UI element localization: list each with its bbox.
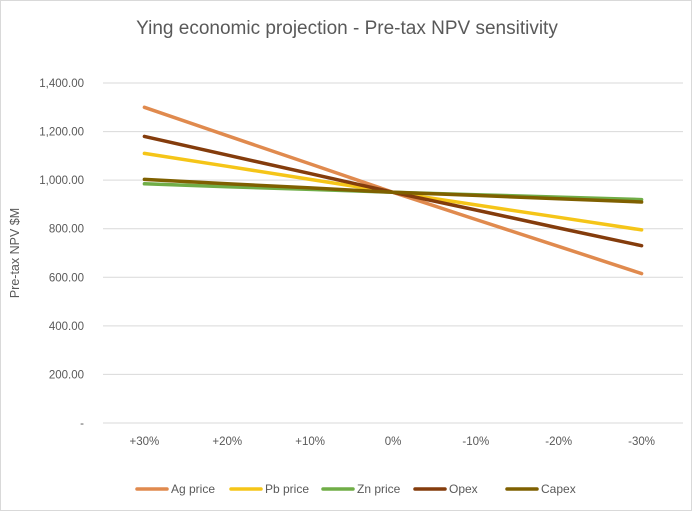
legend-item-pb-price[interactable]: Pb price [229, 482, 309, 496]
x-tick-label: +20% [212, 436, 242, 448]
y-tick-label: 1,400.00 [39, 78, 84, 90]
legend-label: Zn price [357, 482, 401, 496]
legend-item-ag-price[interactable]: Ag price [135, 482, 215, 496]
legend-item-opex[interactable]: Opex [413, 482, 478, 496]
y-tick-label: 600.00 [49, 272, 84, 284]
legend-label: Pb price [265, 482, 309, 496]
y-tick-labels: - 200.00 400.00 600.00 800.00 1,000.00 1,200.0… [39, 78, 84, 430]
y-tick-label: 400.00 [49, 321, 84, 333]
legend-label: Opex [449, 482, 478, 496]
x-tick-label: -30% [628, 436, 655, 448]
x-tick-label: 0% [385, 436, 402, 448]
x-tick-label: +30% [130, 436, 160, 448]
y-tick-label: 200.00 [49, 369, 84, 381]
y-tick-label: - [80, 418, 84, 430]
legend-label: Ag price [171, 482, 215, 496]
y-tick-label: 1,000.00 [39, 175, 84, 187]
gridlines [103, 82, 683, 424]
x-tick-label: -10% [462, 436, 489, 448]
legend-item-capex[interactable]: Capex [505, 482, 576, 496]
chart-title: Ying economic projection - Pre-tax NPV s… [136, 18, 558, 39]
legend: Ag price Pb price Zn price Opex Capex [135, 482, 576, 496]
x-tick-labels: +30% +20% +10% 0% -10% -20% -30% [130, 436, 655, 448]
series-lines [142, 105, 644, 276]
x-tick-label: -20% [545, 436, 572, 448]
y-tick-label: 800.00 [49, 224, 84, 236]
legend-item-zn-price[interactable]: Zn price [321, 482, 401, 496]
y-axis-label: Pre-tax NPV $M [8, 208, 22, 298]
x-tick-label: +10% [295, 436, 325, 448]
series-line-capex [142, 177, 644, 204]
series-line-ag-price [142, 105, 644, 276]
y-tick-label: 1,200.00 [39, 127, 84, 139]
legend-label: Capex [541, 482, 576, 496]
